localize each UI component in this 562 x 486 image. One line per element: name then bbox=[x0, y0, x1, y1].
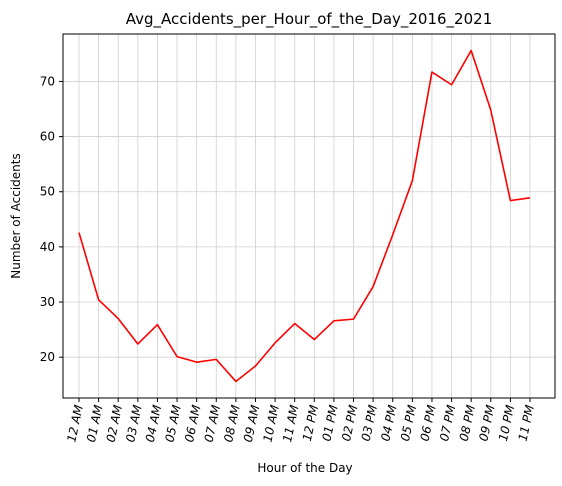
y-tick-label: 60 bbox=[40, 130, 55, 144]
y-tick-label: 20 bbox=[40, 350, 55, 364]
x-axis-label: Hour of the Day bbox=[257, 461, 352, 475]
chart-title: Avg_Accidents_per_Hour_of_the_Day_2016_2… bbox=[126, 10, 492, 29]
y-tick-label: 30 bbox=[40, 295, 55, 309]
series-line bbox=[78, 49, 531, 383]
y-axis-ticks: 20 30 40 50 60 70 bbox=[40, 74, 63, 364]
y-tick-label: 50 bbox=[40, 185, 55, 199]
plot-frame bbox=[62, 33, 556, 399]
y-axis-label: Number of Accidents bbox=[9, 153, 23, 279]
y-tick-label: 40 bbox=[40, 240, 55, 254]
grid bbox=[63, 34, 555, 398]
series-lines bbox=[78, 49, 531, 383]
y-tick-label: 70 bbox=[40, 74, 55, 88]
